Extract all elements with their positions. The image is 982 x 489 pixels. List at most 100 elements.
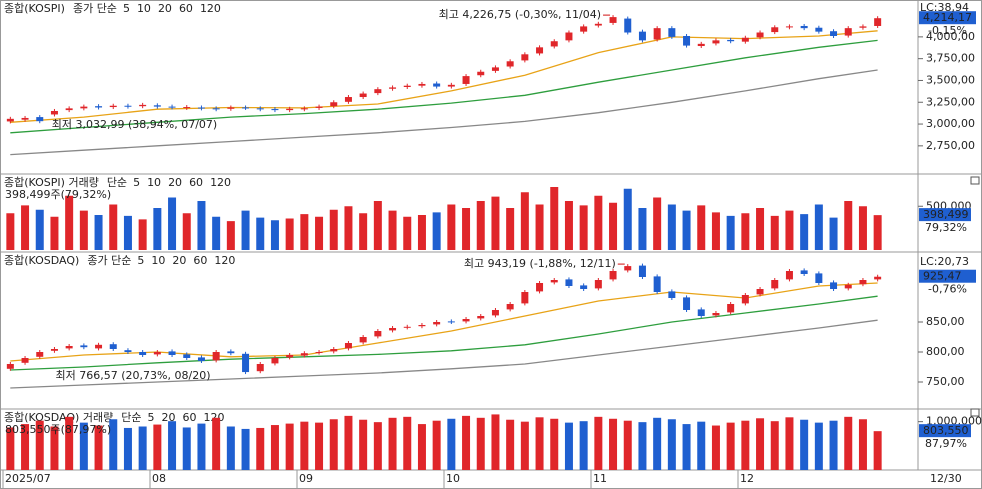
- volume-bar: [168, 421, 177, 470]
- volume-bar: [814, 204, 823, 250]
- candle-body: [521, 54, 529, 61]
- legend-entry: 20: [158, 2, 172, 15]
- candle-body: [95, 106, 103, 108]
- volume-bar: [153, 208, 162, 250]
- candle-body: [800, 25, 808, 29]
- candle-body: [756, 289, 764, 295]
- candle-body: [418, 325, 426, 327]
- last-volume-box: [919, 208, 971, 222]
- volume-bar: [65, 195, 74, 250]
- volume-bar: [579, 421, 588, 470]
- volume-bar: [594, 416, 603, 470]
- volume-bar: [403, 416, 412, 470]
- candle-body: [727, 304, 735, 313]
- candle-body: [65, 108, 73, 111]
- volume-bar: [109, 204, 118, 250]
- volume-bar: [432, 212, 441, 250]
- x-tick-label: 11: [593, 472, 607, 485]
- panel-subtitle: 단순: [107, 176, 127, 189]
- volume-bar: [344, 206, 353, 250]
- candle-body: [183, 354, 191, 358]
- candle-body: [271, 109, 279, 111]
- last-volume-label: 398,499: [923, 208, 969, 221]
- volume-bar: [844, 416, 853, 470]
- volume-bar: [35, 209, 44, 250]
- volume-bar: [638, 422, 647, 470]
- volume-bar: [241, 428, 250, 470]
- last-price-label: 4,214,17: [923, 11, 972, 24]
- volume-bar: [168, 197, 177, 250]
- volume-bar: [359, 213, 368, 250]
- volume-bar: [109, 419, 118, 470]
- volume-bar: [785, 417, 794, 470]
- candle-body: [491, 310, 499, 316]
- candle-body: [727, 39, 735, 42]
- candle-body: [359, 93, 367, 98]
- candle-body: [830, 31, 838, 36]
- volume-bar: [138, 219, 147, 250]
- candle-body: [565, 279, 573, 286]
- candle-body: [580, 285, 588, 289]
- volume-bar: [21, 205, 30, 250]
- candle-body: [506, 304, 514, 310]
- candle-body: [80, 345, 88, 348]
- candle-body: [300, 353, 308, 356]
- candle-body: [668, 28, 676, 37]
- volume-bar: [270, 425, 279, 470]
- volume-bar: [756, 418, 765, 470]
- volume-bar: [212, 216, 221, 250]
- candle-body: [153, 352, 161, 355]
- volume-bar: [550, 187, 559, 250]
- volume-bar: [535, 204, 544, 250]
- legend-entry: 10: [151, 254, 165, 267]
- candle-body: [741, 37, 749, 42]
- volume-bar: [579, 205, 588, 250]
- volume-bar: [197, 201, 206, 250]
- volume-bar: [50, 216, 59, 250]
- x-tick-label: 10: [446, 472, 460, 485]
- volume-bar: [50, 426, 59, 470]
- candle-body: [124, 350, 132, 352]
- candle-body: [462, 76, 470, 84]
- volume-bar: [270, 220, 279, 250]
- volume-bar: [711, 425, 720, 470]
- volume-bar: [756, 208, 765, 250]
- volume-bar: [741, 420, 750, 470]
- candle-body: [315, 352, 323, 353]
- volume-bar: [21, 424, 30, 470]
- volume-bar: [800, 419, 809, 470]
- candle-body: [550, 41, 558, 47]
- candle-body: [227, 351, 235, 354]
- volume-bar: [256, 427, 265, 470]
- candle-body: [286, 355, 294, 358]
- volume-bar: [520, 192, 529, 250]
- y-tick-label: 850,00: [926, 315, 965, 328]
- volume-bar: [79, 422, 88, 470]
- candle-body: [403, 326, 411, 328]
- candle-body: [344, 343, 352, 349]
- candle-body: [874, 276, 882, 280]
- volume-bar: [638, 208, 647, 250]
- legend-entry: 20: [168, 176, 182, 189]
- volume-bar: [388, 210, 397, 250]
- candle-body: [844, 28, 852, 36]
- candle-body: [565, 32, 573, 41]
- volume-bar: [417, 424, 426, 470]
- panel-title: 종합(KOSDAQ) 거래량: [4, 411, 113, 424]
- volume-bar: [226, 426, 235, 470]
- candle-body: [403, 85, 411, 87]
- candle-body: [697, 309, 705, 316]
- volume-bar: [79, 210, 88, 250]
- candle-body: [271, 358, 279, 364]
- candle-body: [330, 349, 338, 352]
- legend-entry: 20: [161, 411, 175, 424]
- y-tick-label: 3,250,00: [926, 95, 975, 108]
- x-tick-label: 08: [152, 472, 166, 485]
- moving-average: [10, 30, 878, 123]
- volume-bar: [388, 417, 397, 470]
- volume-bar: [315, 422, 324, 470]
- volume-bar: [285, 423, 294, 470]
- volume-bar: [123, 215, 132, 250]
- candle-body: [624, 18, 632, 33]
